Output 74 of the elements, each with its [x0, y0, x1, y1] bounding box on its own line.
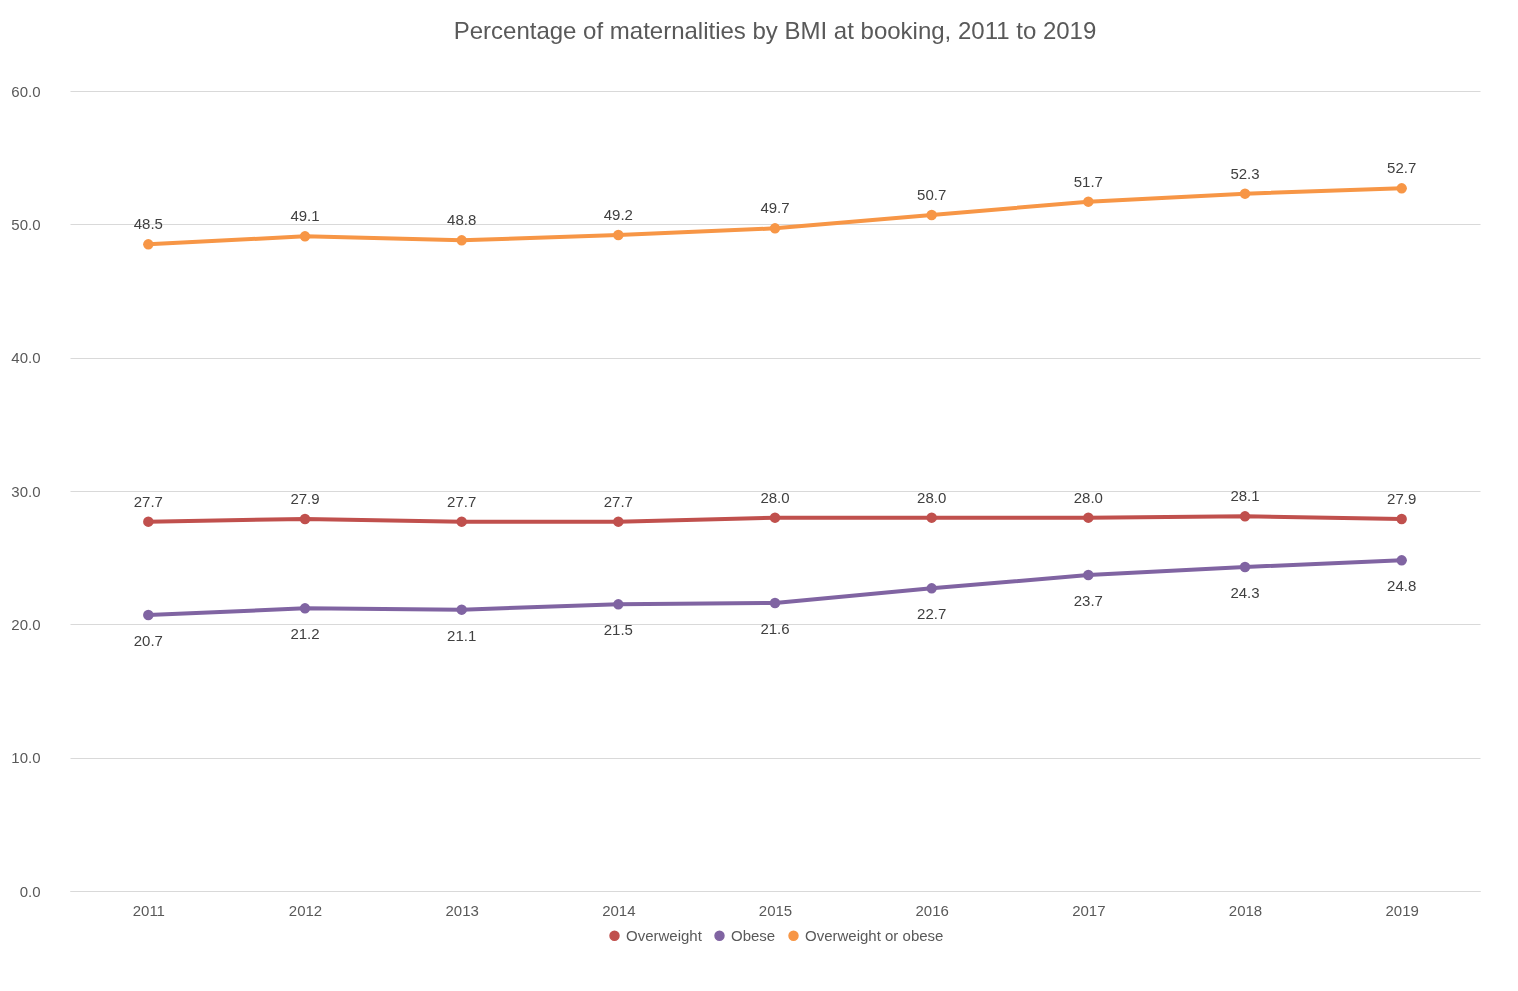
point [299, 231, 311, 242]
y-tick-label: 20.0 [11, 615, 41, 633]
legend-label: Overweight or obese [805, 926, 944, 944]
point [926, 583, 937, 594]
data-label: 28.0 [1073, 488, 1103, 506]
data-label: 27.9 [1387, 490, 1417, 507]
data-label: 28.0 [760, 488, 790, 506]
data-label: 27.7 [133, 492, 163, 510]
point [456, 516, 467, 527]
y-tick-label: 30.0 [11, 482, 41, 500]
data-label: 27.7 [447, 492, 477, 510]
data-label: 21.6 [760, 620, 790, 637]
data-label: 21.2 [290, 625, 320, 643]
x-tick-label: 2017 [1072, 901, 1106, 919]
point [299, 513, 311, 525]
point [1239, 511, 1251, 522]
point [456, 235, 467, 246]
y-tick-label: 0.0 [19, 882, 41, 900]
data-label: 24.3 [1230, 584, 1260, 601]
x-tick-label: 2014 [602, 901, 636, 919]
data-label: 22.7 [917, 605, 947, 623]
data-label: 48.8 [447, 211, 477, 229]
y-tick-label: 50.0 [11, 215, 41, 233]
x-tick-label: 2012 [288, 901, 323, 919]
x-tick-label: 2019 [1385, 901, 1419, 919]
point [1396, 513, 1407, 525]
x-tick-label: 2013 [445, 901, 479, 919]
point [299, 603, 311, 614]
point [456, 604, 467, 615]
point [143, 609, 154, 621]
data-label: 49.1 [290, 207, 320, 225]
chart-title: Percentage of maternalities by BMI at booking, 2011 to 2019 [453, 17, 1097, 44]
data-label: 27.9 [290, 490, 320, 507]
point [1239, 561, 1251, 573]
data-label: 51.7 [1073, 172, 1103, 190]
x-tick-label: 2011 [132, 901, 165, 919]
x-tick-label: 2016 [915, 901, 949, 919]
data-label: 24.8 [1387, 577, 1417, 595]
point [1083, 512, 1094, 523]
data-label: 27.7 [603, 492, 633, 510]
data-label: 49.7 [760, 199, 790, 217]
point [769, 223, 781, 234]
point [1396, 183, 1407, 194]
data-label: 20.7 [133, 632, 163, 649]
point [613, 599, 624, 610]
point [613, 229, 624, 241]
data-label: 23.7 [1073, 592, 1103, 609]
x-tick-label: 2018 [1228, 901, 1263, 919]
data-label: 50.7 [917, 186, 947, 203]
legend-label: Overweight [626, 926, 703, 944]
point [926, 512, 937, 523]
y-tick-label: 10.0 [11, 749, 41, 767]
point [769, 597, 781, 609]
point [1239, 188, 1251, 199]
data-label: 49.2 [603, 206, 633, 223]
data-label: 21.5 [603, 621, 633, 639]
data-label: 48.5 [133, 215, 163, 233]
point [769, 512, 781, 523]
y-tick-label: 60.0 [11, 82, 41, 100]
y-tick-label: 40.0 [11, 349, 41, 367]
data-label: 28.0 [917, 488, 947, 506]
point [143, 516, 154, 527]
point [1396, 555, 1407, 566]
legend-label: Obese [731, 926, 776, 944]
point [1083, 569, 1094, 581]
data-label: 52.7 [1387, 159, 1417, 177]
data-label: 21.1 [447, 626, 477, 644]
point [613, 516, 624, 527]
point [926, 209, 937, 221]
point [143, 239, 154, 250]
x-tick-label: 2015 [758, 901, 793, 919]
data-label: 52.3 [1230, 164, 1260, 182]
data-label: 28.1 [1230, 487, 1260, 505]
point [1083, 196, 1094, 207]
